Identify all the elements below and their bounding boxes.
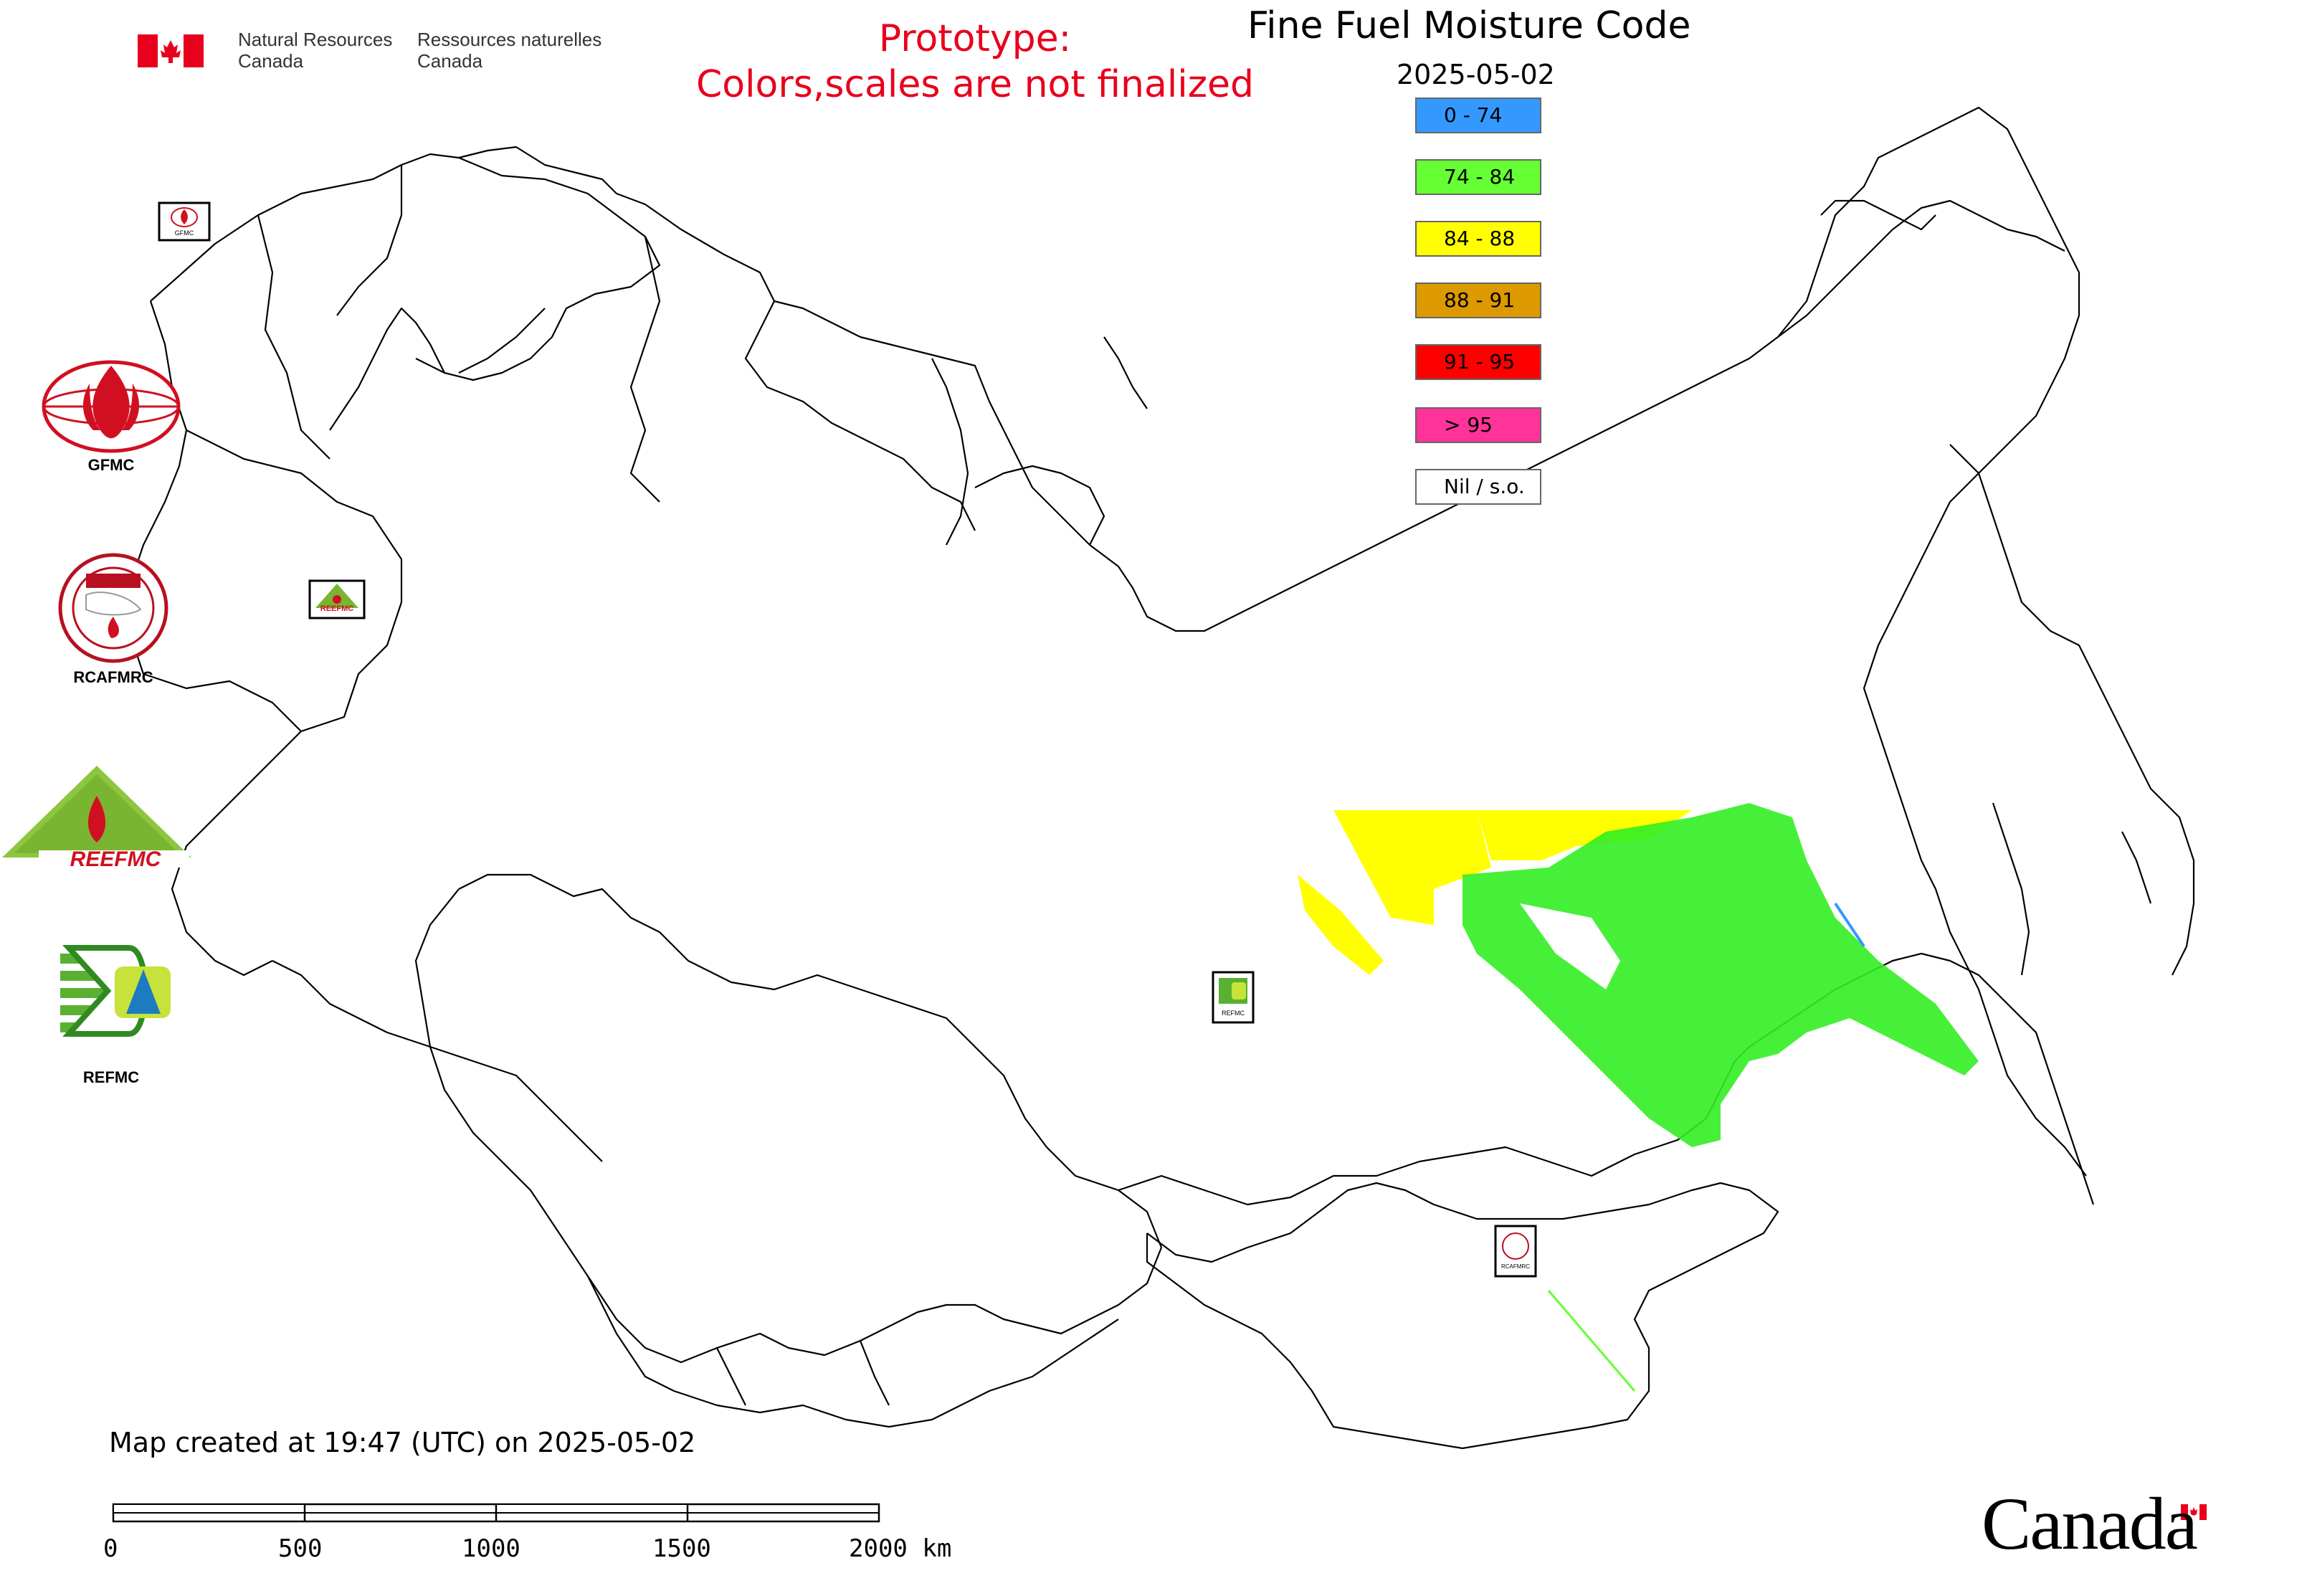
refmc-label: REFMC [82,1068,140,1086]
agency-fr-line1: Ressources naturelles [417,29,602,50]
small-rcafmrc-label: RCAFMRC [1501,1263,1530,1270]
mongolia-border [1146,1182,1779,1450]
scale-tick-500: 500 [278,1534,323,1563]
taymyr [974,465,1105,546]
agency-name-en: Natural Resources Canada [238,29,392,72]
belarus-ukraine [171,429,403,977]
small-reefmc-marker [308,579,366,619]
black-sea-caucasus [272,960,603,1162]
prototype-line2: Colors,scales are not finalized [695,63,1255,106]
internal-regions [257,165,661,503]
arctic-coast [774,199,2065,632]
agency-name-fr: Ressources naturelles Canada [417,29,601,72]
fire-data-area [1298,803,1979,1392]
okhotsk-coast [1863,616,2087,1177]
novaya-zemlya [931,336,1148,546]
small-gfmc-marker [158,201,211,242]
country-borders-west [150,146,976,531]
ffmc-yellow-strip [1477,810,1692,860]
far-east-coast [1777,106,2080,617]
legend-label: Nil / s.o. [1444,475,1525,498]
prototype-notice: Prototype: Colors,scales are not finaliz… [645,16,1305,108]
canada-wordmark: Canada [1982,1483,2198,1565]
small-rcafmrc-marker [1494,1225,1537,1278]
white-sea [329,307,445,431]
prototype-line1: Prototype: [878,17,1072,60]
agency-en-line2: Canada [238,50,304,72]
legend-label: 84 - 88 [1444,227,1516,250]
gfmc-label: GFMC [87,456,135,474]
refmc-logo [60,945,171,1037]
reefmc-label: REEFMC [70,847,161,871]
ffmc-yellow-west [1298,875,1384,975]
map-created-note: Map created at 19:47 (UTC) on 2025-05-02 [109,1427,696,1458]
chukotka [1820,199,1936,231]
map-date: 2025-05-02 [1397,59,1555,90]
rcafmrc-label: RCAFMRC [73,668,153,686]
baltic-coast [128,300,302,732]
small-refmc-label: REFMC [1222,1010,1245,1017]
canada-wordmark-flag-icon [2181,1504,2207,1520]
legend-label: > 95 [1444,413,1493,437]
ffmc-nil-gap [1520,903,1620,989]
small-reefmc-label: REEFMC [320,604,354,613]
reefmc-logo [2,766,191,868]
small-gfmc-label: GFMC [174,229,194,237]
agency-fr-line2: Canada [417,50,483,72]
kamchatka [1949,444,2195,976]
legend-item-nil: Nil / s.o. [1415,469,1541,505]
rcafmrc-logo [58,553,168,663]
scale-tick-1000: 1000 [462,1534,520,1563]
primorye [1949,960,2095,1205]
legend-label: 74 - 84 [1444,165,1516,189]
small-refmc-marker [1212,971,1255,1024]
ffmc-green-area [1462,803,1979,1147]
ffmc-green-streak [1547,1290,1636,1392]
kazakhstan-border [414,873,1163,1364]
kola-coast [415,156,661,381]
ffmc-yellow-area [1333,810,1491,925]
scale-tick-1500: 1500 [652,1534,711,1563]
map-title: Fine Fuel Moisture Code [1247,4,1691,47]
legend-item-91-95: 91 - 95 [1415,344,1541,380]
gfmc-logo [42,360,181,453]
legend-label: 0 - 74 [1444,103,1503,127]
sakhalin [1992,802,2152,976]
canada-flag-icon [138,34,204,67]
ffmc-nil-gap-2 [1821,860,1864,925]
scale-tick-0: 0 [103,1534,118,1563]
legend-item-88-91: 88 - 91 [1415,282,1541,318]
ffmc-blue-streak [1834,902,1865,948]
legend-label: 91 - 95 [1444,350,1516,374]
central-asia-borders [587,1276,1119,1428]
legend-item-0-74: 0 - 74 [1415,98,1541,133]
legend-label: 88 - 91 [1444,288,1516,312]
legend-item-74-84: 74 - 84 [1415,159,1541,195]
legend-item-84-88: 84 - 88 [1415,221,1541,257]
scale-tick-2000km: 2000 km [849,1534,952,1563]
agency-en-line1: Natural Resources [238,29,393,50]
scale-bar [112,1503,880,1523]
legend-item-over-95: > 95 [1415,407,1541,443]
